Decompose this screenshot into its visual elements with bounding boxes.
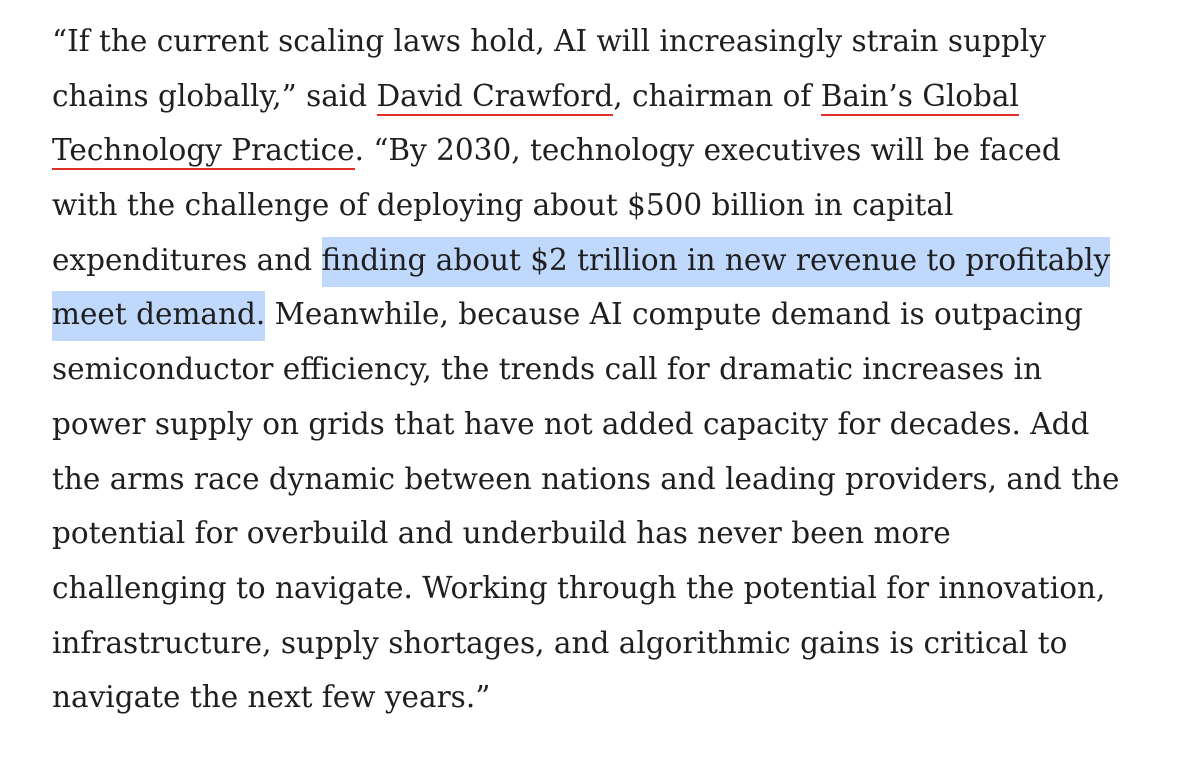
text-segment: navigate the next few years.” bbox=[52, 680, 491, 715]
paragraph-line: expenditures and finding about $2 trilli… bbox=[52, 233, 1172, 288]
selected-text-highlight[interactable]: finding about $2 trillion in new revenue… bbox=[321, 236, 1111, 287]
bain-global-technology-practice-link-continued[interactable]: Technology Practice bbox=[52, 133, 355, 171]
bain-global-technology-practice-link[interactable]: Bain’s Global bbox=[820, 78, 1019, 116]
text-segment: Meanwhile, because AI compute demand is … bbox=[265, 297, 1083, 332]
paragraph-line: challenging to navigate. Working through… bbox=[52, 561, 1172, 616]
paragraph-line: meet demand. Meanwhile, because AI compu… bbox=[52, 287, 1172, 342]
text-segment: semiconductor efficiency, the trends cal… bbox=[52, 352, 1043, 387]
text-segment: expenditures and bbox=[52, 242, 322, 277]
paragraph-line: “If the current scaling laws hold, AI wi… bbox=[52, 14, 1172, 69]
paragraph-line: with the challenge of deploying about $5… bbox=[52, 178, 1172, 233]
paragraph-line: navigate the next few years.” bbox=[52, 670, 1172, 725]
text-segment: chains globally,” said bbox=[52, 78, 377, 113]
paragraph-line: infrastructure, supply shortages, and al… bbox=[52, 616, 1172, 671]
paragraph-line: power supply on grids that have not adde… bbox=[52, 397, 1172, 452]
paragraph-line: chains globally,” said David Crawford, c… bbox=[52, 69, 1172, 124]
text-segment: with the challenge of deploying about $5… bbox=[52, 188, 954, 223]
text-segment: challenging to navigate. Working through… bbox=[52, 570, 1106, 605]
selected-text-highlight[interactable]: meet demand. bbox=[52, 291, 266, 342]
paragraph-line: potential for overbuild and underbuild h… bbox=[52, 506, 1172, 561]
text-segment: the arms race dynamic between nations an… bbox=[52, 461, 1120, 496]
text-segment: , chairman of bbox=[613, 78, 821, 113]
article-paragraph: “If the current scaling laws hold, AI wi… bbox=[52, 14, 1172, 725]
paragraph-line: semiconductor efficiency, the trends cal… bbox=[52, 342, 1172, 397]
paragraph-line: Technology Practice. “By 2030, technolog… bbox=[52, 123, 1172, 178]
text-segment: infrastructure, supply shortages, and al… bbox=[52, 625, 1068, 660]
text-segment: “If the current scaling laws hold, AI wi… bbox=[52, 24, 1046, 58]
text-segment: . “By 2030, technology executives will b… bbox=[354, 133, 1061, 168]
text-segment: power supply on grids that have not adde… bbox=[52, 406, 1090, 441]
david-crawford-link[interactable]: David Crawford bbox=[376, 78, 614, 116]
text-segment: potential for overbuild and underbuild h… bbox=[52, 516, 951, 551]
paragraph-line: the arms race dynamic between nations an… bbox=[52, 452, 1172, 507]
